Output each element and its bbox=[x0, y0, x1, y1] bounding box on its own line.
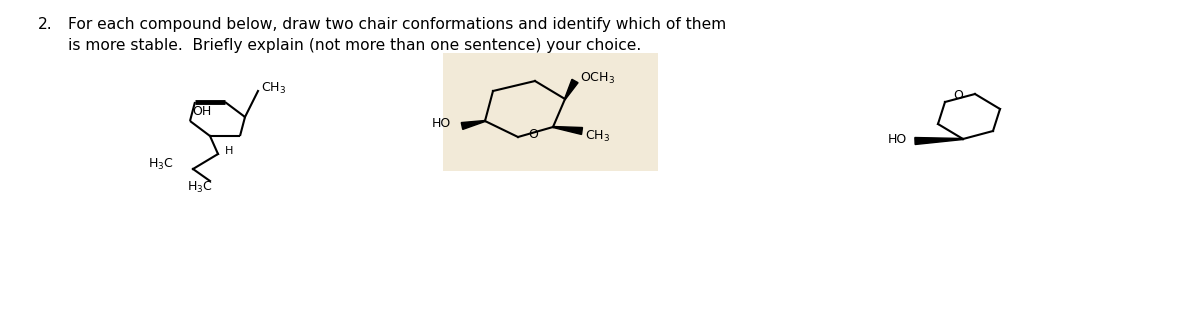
Text: H$_3$C: H$_3$C bbox=[148, 156, 174, 171]
Text: OH: OH bbox=[192, 104, 211, 117]
Text: CH$_3$: CH$_3$ bbox=[586, 129, 610, 144]
Text: HO: HO bbox=[888, 133, 907, 146]
Text: O: O bbox=[953, 88, 962, 101]
FancyBboxPatch shape bbox=[443, 53, 658, 171]
Text: CH$_3$: CH$_3$ bbox=[262, 80, 286, 95]
Polygon shape bbox=[914, 138, 964, 145]
Text: H: H bbox=[226, 146, 233, 156]
Text: H$_3$C: H$_3$C bbox=[187, 180, 212, 195]
Text: O: O bbox=[528, 128, 538, 141]
Polygon shape bbox=[461, 121, 485, 129]
Polygon shape bbox=[553, 126, 582, 134]
Text: 2.: 2. bbox=[38, 17, 53, 32]
Text: For each compound below, draw two chair conformations and identify which of them: For each compound below, draw two chair … bbox=[68, 17, 726, 32]
Polygon shape bbox=[564, 79, 578, 99]
Text: HO: HO bbox=[432, 116, 451, 129]
Text: OCH$_3$: OCH$_3$ bbox=[580, 70, 614, 86]
Text: is more stable.  Briefly explain (not more than one sentence) your choice.: is more stable. Briefly explain (not mor… bbox=[68, 38, 641, 53]
